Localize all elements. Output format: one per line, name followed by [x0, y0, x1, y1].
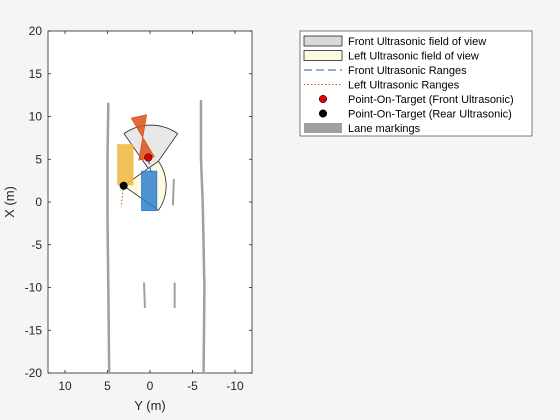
right-lane-marking [199, 99, 206, 375]
lane-dash-2 [143, 282, 146, 309]
ego-vehicle [141, 170, 158, 212]
y-tick-label: 15 [29, 67, 43, 81]
rear-point-on-target [119, 181, 128, 190]
x-tick-label: -10 [226, 379, 244, 393]
legend-label-3: Front Ultrasonic Ranges [348, 65, 467, 77]
legend-box [299, 30, 533, 137]
x-axis-label: Y (m) [134, 398, 166, 413]
y-tick-label: 10 [29, 110, 43, 124]
left-lane-marking [106, 102, 111, 375]
x-tick-label: 0 [147, 379, 154, 393]
left-target-vehicle [117, 144, 134, 186]
lane-dash-1 [171, 178, 175, 206]
front-ultrasonic-fov [123, 124, 179, 173]
legend-label-1: Front Ultrasonic field of view [348, 36, 486, 48]
y-tick-label: 0 [35, 195, 42, 209]
y-axis-label: X (m) [2, 186, 17, 218]
plot-area: 10 5 0 -5 -10 -20 -15 -10 -5 0 5 10 15 20 [25, 24, 253, 393]
legend-swatch-7 [304, 123, 342, 133]
legend-swatch-1 [303, 35, 343, 47]
y-tick-label: 5 [35, 152, 42, 166]
legend: Front Ultrasonic field of view Left Ultra… [299, 30, 533, 137]
legend-swatch-5 [318, 94, 328, 104]
legend-label-2: Left Ultrasonic field of view [348, 51, 479, 63]
legend-label-5: Point-On-Target (Front Ultrasonic) [348, 94, 514, 106]
x-tick-label: -5 [187, 379, 198, 393]
y-tick-label: -5 [31, 238, 42, 252]
front-target-vehicle [130, 114, 155, 161]
legend-label-6: Point-On-Target (Rear Ultrasonic) [348, 109, 512, 121]
y-tick-label: -10 [25, 281, 43, 295]
legend-label-7: Lane markings [348, 123, 421, 135]
front-point-on-target [144, 153, 153, 162]
legend-swatch-2 [303, 50, 343, 61]
y-tick-label: -15 [25, 323, 43, 337]
y-tick-label: 20 [29, 24, 43, 38]
y-tick-label: -20 [25, 366, 43, 380]
x-tick-label: 5 [104, 379, 111, 393]
legend-swatch-6 [318, 109, 328, 118]
x-tick-label: 10 [58, 379, 72, 393]
legend-label-4: Left Ultrasonic Ranges [348, 80, 460, 92]
